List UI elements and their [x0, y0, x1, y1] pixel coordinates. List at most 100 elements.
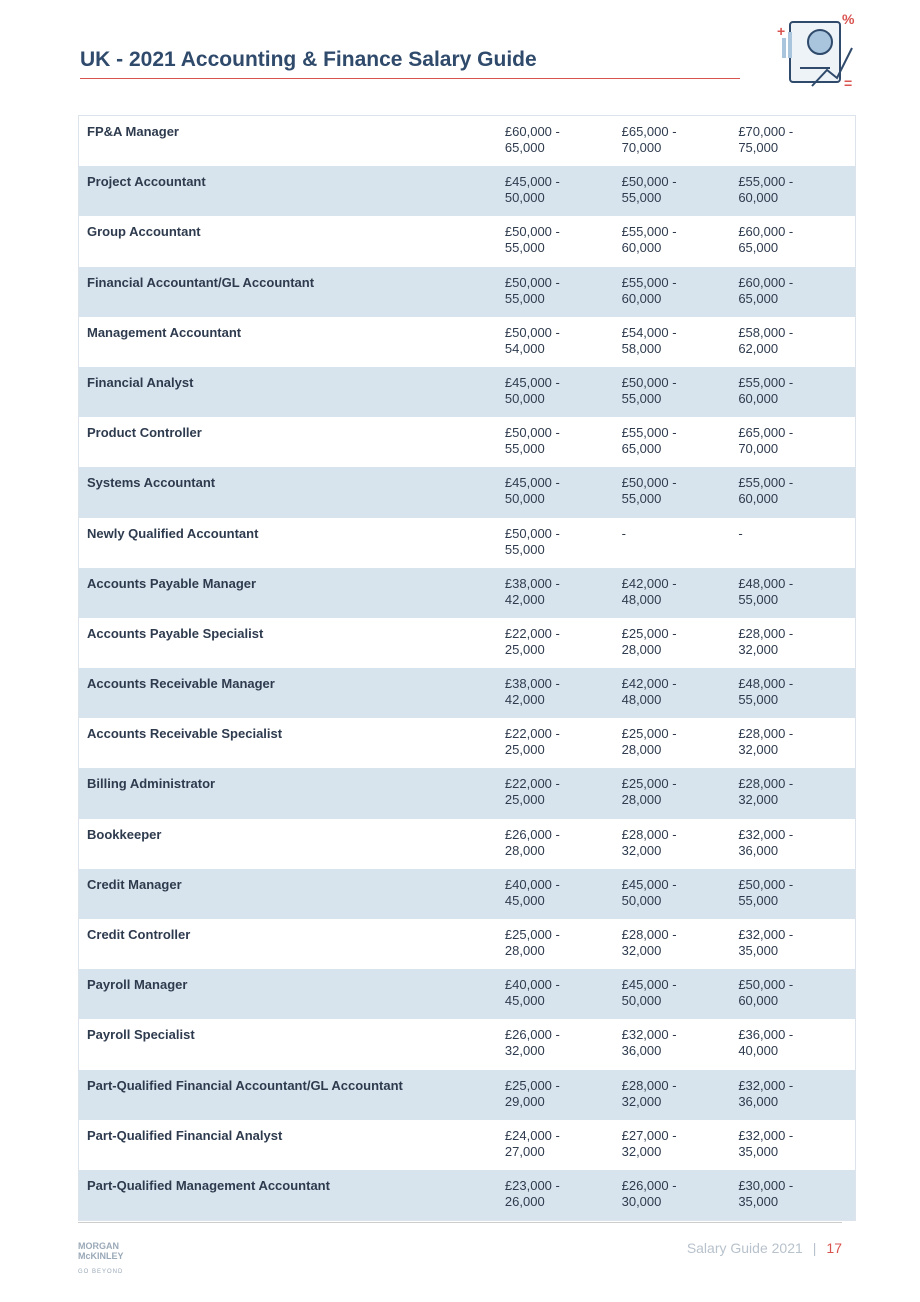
salary-cell: £45,000 - 50,000: [622, 877, 739, 919]
salary-text: £55,000 - 60,000: [621, 274, 677, 306]
salary-cell: £50,000 - 55,000: [505, 526, 622, 568]
salary-cell: £55,000 - 60,000: [738, 475, 855, 517]
salary-cell: -: [738, 526, 855, 568]
footer-rule: [78, 1222, 842, 1223]
salary-text: £55,000 - 60,000: [738, 475, 794, 507]
salary-text: £22,000 - 25,000: [504, 776, 560, 808]
salary-text: £45,000 - 50,000: [621, 876, 677, 908]
salary-text: £23,000 - 26,000: [504, 1177, 560, 1209]
role-cell: Billing Administrator: [87, 776, 216, 792]
role-cell: Part-Qualified Financial Analyst: [87, 1127, 283, 1143]
salary-text: £28,000 - 32,000: [621, 826, 677, 858]
role-cell: Financial Analyst: [87, 374, 194, 390]
salary-text: £25,000 - 28,000: [621, 625, 677, 657]
salary-cell: £22,000 - 25,000: [505, 776, 622, 818]
salary-text: £55,000 - 60,000: [621, 224, 677, 256]
role-cell: Payroll Specialist: [87, 1027, 195, 1043]
salary-cell: £23,000 - 26,000: [505, 1178, 622, 1220]
header-icon: % + =: [777, 11, 855, 91]
salary-text: £50,000 - 55,000: [504, 274, 560, 306]
salary-text: £70,000 - 75,000: [738, 124, 794, 155]
title-rule: [80, 78, 740, 79]
table-row: Billing Administrator £22,000 - 25,000 £25…: [79, 768, 855, 819]
role-cell: Group Accountant: [87, 224, 201, 240]
salary-text: £50,000 - 55,000: [621, 174, 677, 206]
salary-text: £42,000 - 48,000: [621, 676, 677, 708]
salary-cell: £42,000 - 48,000: [622, 576, 739, 618]
salary-cell: £36,000 - 40,000: [738, 1027, 855, 1069]
salary-cell: £25,000 - 28,000: [622, 726, 739, 768]
role-cell: Part-Qualified Management Accountant: [87, 1177, 330, 1193]
logo-text: McKINLEY: [78, 1251, 124, 1261]
role-cell: Accounts Payable Manager: [87, 575, 257, 591]
table-row: Accounts Receivable Specialist £22,000 - …: [79, 718, 855, 768]
salary-cell: £24,000 - 27,000: [505, 1128, 622, 1170]
salary-cell: £28,000 - 32,000: [622, 827, 739, 869]
salary-cell: £27,000 - 32,000: [622, 1128, 739, 1170]
salary-text: £50,000 - 55,000: [504, 525, 560, 557]
salary-text: £25,000 - 28,000: [621, 726, 677, 758]
salary-cell: £60,000 - 65,000: [738, 224, 855, 266]
salary-text: £22,000 - 25,000: [504, 625, 560, 657]
salary-text: £32,000 - 36,000: [738, 1077, 794, 1109]
salary-text: £54,000 - 58,000: [621, 324, 677, 356]
salary-text: £40,000 - 45,000: [504, 876, 560, 908]
role-cell: Financial Accountant/GL Accountant: [87, 274, 315, 290]
salary-text: £38,000 - 42,000: [504, 676, 560, 708]
footer: Salary Guide 2021 | 17: [687, 1240, 842, 1256]
role-cell: Credit Controller: [87, 927, 191, 942]
role-cell: Product Controller: [87, 425, 202, 441]
salary-cell: £60,000 - 65,000: [738, 275, 855, 317]
salary-text: £22,000 - 25,000: [504, 726, 560, 758]
salary-cell: £28,000 - 32,000: [738, 776, 855, 818]
page-number: 17: [826, 1240, 842, 1256]
salary-cell: £55,000 - 65,000: [622, 425, 739, 467]
salary-text: £25,000 - 28,000: [621, 776, 677, 808]
salary-cell: £38,000 - 42,000: [505, 676, 622, 718]
salary-cell: £42,000 - 48,000: [622, 676, 739, 718]
salary-text: £32,000 - 36,000: [738, 826, 794, 858]
salary-text: £24,000 - 27,000: [504, 1127, 560, 1159]
salary-text: £32,000 - 36,000: [621, 1027, 677, 1059]
salary-text: £50,000 - 55,000: [738, 876, 794, 908]
salary-cell: £32,000 - 36,000: [622, 1027, 739, 1069]
salary-cell: £54,000 - 58,000: [622, 325, 739, 367]
table-row: Payroll Specialist £26,000 - 32,000 £32,00…: [79, 1019, 855, 1069]
salary-cell: £22,000 - 25,000: [505, 626, 622, 668]
table-row: Part-Qualified Financial Analyst £24,000 …: [79, 1120, 855, 1170]
guide-name: Salary Guide 2021: [686, 1240, 803, 1256]
role-cell: Bookkeeper: [87, 826, 162, 842]
role-cell: Accounts Payable Specialist: [87, 625, 264, 641]
svg-text:=: =: [844, 75, 852, 91]
salary-text: £38,000 - 42,000: [504, 575, 560, 607]
table-row: Accounts Payable Manager £38,000 - 42,000…: [79, 567, 855, 618]
salary-cell: £65,000 - 70,000: [622, 124, 739, 166]
table-row: Systems Accountant £45,000 - 50,000 £50,00…: [79, 467, 855, 518]
title: UK - 2021 Accounting & Finance Salary Gu…: [80, 48, 537, 71]
salary-text: £60,000 - 65,000: [738, 224, 794, 256]
logo-text: MORGAN: [78, 1241, 119, 1251]
table-row: Part-Qualified Financial Accountant/GL A…: [79, 1069, 855, 1120]
role-cell: Newly Qualified Accountant: [87, 525, 259, 541]
salary-text: £32,000 - 35,000: [738, 1127, 794, 1159]
salary-cell: £26,000 - 32,000: [505, 1027, 622, 1069]
salary-cell: £26,000 - 30,000: [622, 1178, 739, 1220]
salary-text: £28,000 - 32,000: [621, 927, 677, 958]
salary-cell: £70,000 - 75,000: [738, 124, 855, 166]
svg-text:%: %: [842, 11, 855, 27]
table-row: Management Accountant £50,000 - 54,000 £54…: [79, 317, 855, 367]
salary-cell: £22,000 - 25,000: [505, 726, 622, 768]
salary-table: FP&A Manager £60,000 - 65,000 £65,000 - 70…: [78, 115, 856, 1222]
table-row: Newly Qualified Accountant £50,000 - 55,0…: [79, 518, 855, 568]
salary-text: £26,000 - 28,000: [504, 826, 560, 858]
salary-text: £45,000 - 50,000: [621, 977, 677, 1009]
role-cell: FP&A Manager: [87, 124, 179, 139]
salary-cell: £38,000 - 42,000: [505, 576, 622, 618]
salary-cell: £55,000 - 60,000: [738, 375, 855, 417]
salary-text: £55,000 - 60,000: [738, 374, 794, 406]
salary-cell: £58,000 - 62,000: [738, 325, 855, 367]
table-row: Group Accountant £50,000 - 55,000 £55,000 …: [79, 216, 855, 266]
table-row: Financial Accountant/GL Accountant £50,00…: [79, 266, 855, 317]
table-row: Part-Qualified Management Accountant £23,…: [79, 1169, 855, 1221]
